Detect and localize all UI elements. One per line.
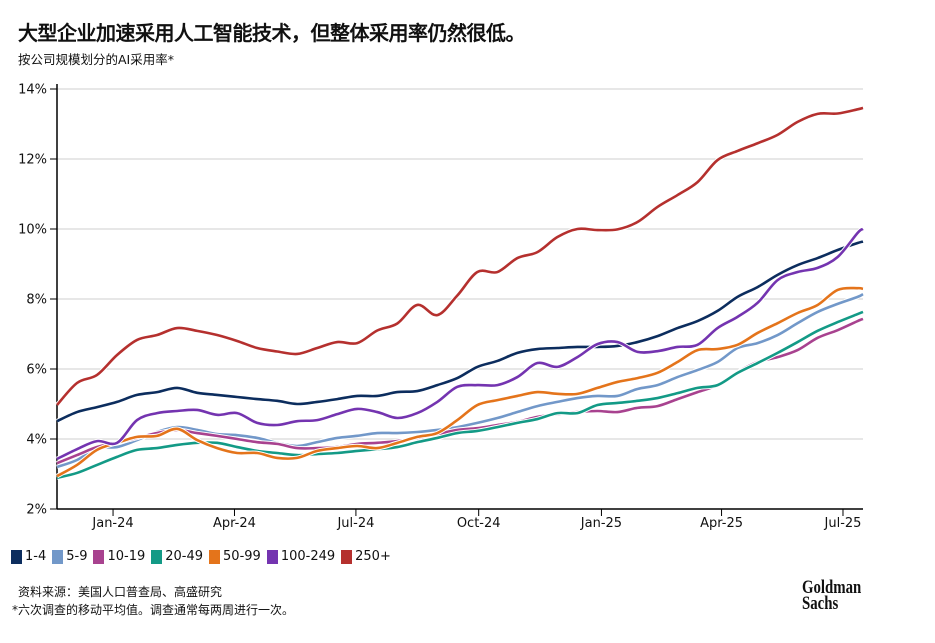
legend-label: 100-249 [280,549,336,564]
source-note: 资料来源：美国人口普查局、高盛研究 [18,585,223,599]
legend-swatch [209,549,221,564]
legend-label: 50-99 [223,549,261,564]
y-tick-label: 2% [26,503,47,518]
x-tick-label: Jan-24 [91,516,133,531]
legend-item: 100-249 [266,549,336,564]
x-tick-label: Jul-25 [824,516,862,531]
y-tick-label: 14% [18,83,47,98]
line-chart: 2% 4% 6% 8% 10% 12% 14% Jan-24 Apr-24 Jul-24 Oct-2… [18,83,865,531]
series-halo-20-49 [56,309,864,481]
series-line-250+ [56,106,864,406]
series-line-100-249 [56,227,864,461]
legend-item: 10-19 [93,549,145,564]
x-tick-label: Apr-24 [213,516,256,531]
legend-item: 1-4 [11,549,46,564]
legend-label: 250+ [355,549,391,564]
y-tick-label: 8% [26,293,47,308]
chart-subtitle: 按公司规模划分的AI采用率* [18,52,174,67]
legend-swatch [151,549,163,564]
series-halo-1-4 [56,239,864,424]
legend-item: 5-9 [52,549,87,564]
x-tick-label: Jul-24 [336,516,374,531]
footnote: *六次调查的移动平均值。调查通常每两周进行一次。 [12,603,295,617]
legend-label: 5-9 [66,549,88,564]
chart-title: 大型企业加速采用人工智能技术，但整体采用率仍然很低。 [18,21,526,45]
series-line-50-99 [56,286,864,478]
legend-swatch [341,549,353,564]
series-halo-250+ [55,105,864,407]
legend-swatch [11,549,22,564]
y-tick-label: 4% [26,433,47,448]
legend-item: 20-49 [151,549,203,564]
legend-label: 10-19 [107,549,146,564]
x-tick-label: Oct-24 [457,516,501,531]
goldman-sachs-logo: Goldman Sachs [802,577,862,614]
y-tick-label: 12% [18,153,47,168]
legend-item: 250+ [341,549,391,564]
legend-swatch [266,549,278,564]
legend: 1-4 5-9 10-19 20-49 50-99 100-249 250+ [11,549,397,564]
legend-swatch [93,549,105,564]
series-line-20-49 [56,310,864,480]
y-tick-label: 6% [26,363,47,378]
series-halo-5-9 [56,292,865,470]
series-line-5-9 [56,292,864,469]
legend-swatch [52,549,64,564]
x-tick-label: Apr-25 [700,516,743,531]
legend-label: 20-49 [165,549,204,564]
legend-label: 1-4 [25,549,47,564]
legend-item: 50-99 [209,549,261,564]
series-line-1-4 [56,240,864,423]
y-tick-label: 10% [18,223,47,238]
x-tick-label: Jan-25 [580,516,622,531]
